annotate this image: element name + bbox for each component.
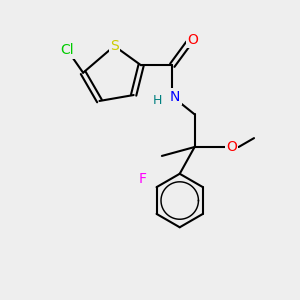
Text: S: S bbox=[110, 39, 119, 53]
Text: O: O bbox=[226, 140, 237, 154]
Text: Cl: Cl bbox=[60, 44, 74, 57]
Text: H: H bbox=[153, 94, 162, 107]
Text: N: N bbox=[170, 89, 181, 103]
Text: F: F bbox=[138, 172, 146, 186]
Text: O: O bbox=[187, 33, 198, 47]
